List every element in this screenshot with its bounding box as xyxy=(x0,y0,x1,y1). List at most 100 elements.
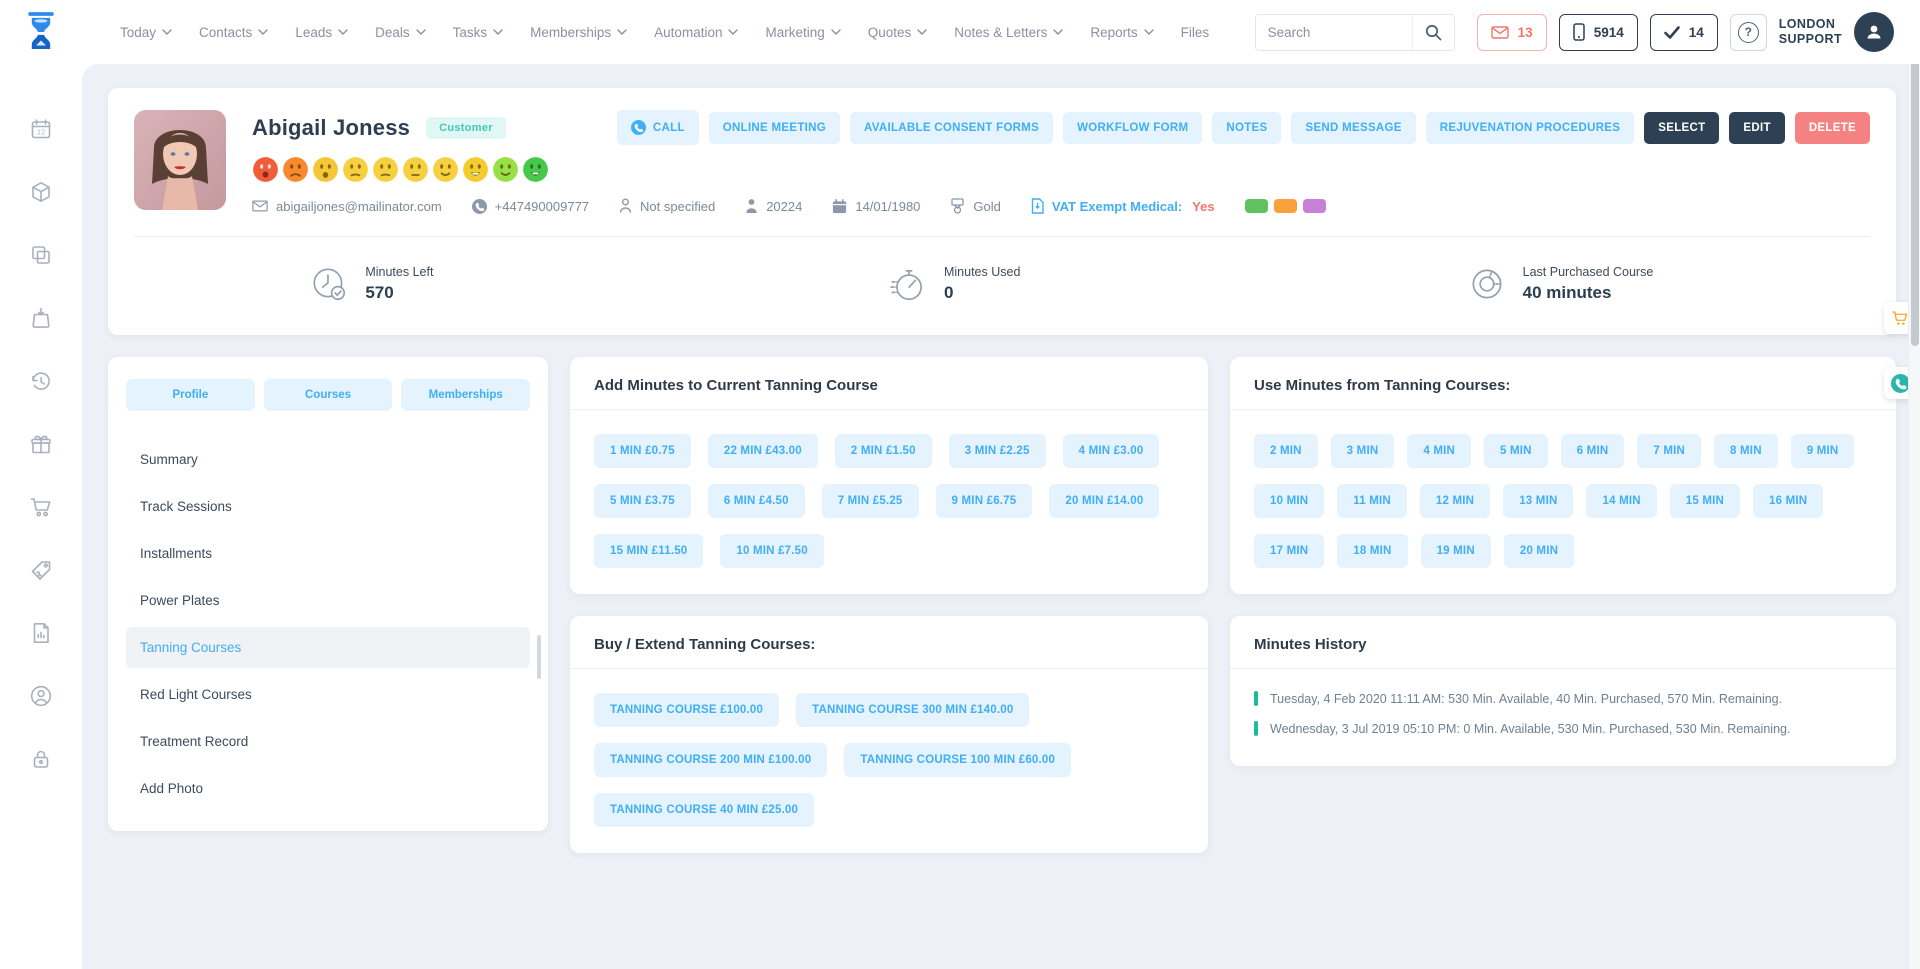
add-minutes-option[interactable]: 2 MIN £1.50 xyxy=(834,434,932,468)
rating-emoji-2[interactable] xyxy=(282,156,309,183)
add-minutes-option[interactable]: 5 MIN £3.75 xyxy=(594,484,691,518)
use-minutes-option[interactable]: 16 MIN xyxy=(1753,484,1824,518)
nav-leads[interactable]: Leads xyxy=(295,25,348,40)
nav-automation[interactable]: Automation xyxy=(654,25,739,40)
menu-item-summary[interactable]: Summary xyxy=(140,452,198,467)
menu-scrollbar-thumb[interactable] xyxy=(537,635,541,679)
notes-button[interactable]: NOTES xyxy=(1212,111,1282,144)
buy-course-option[interactable]: TANNING COURSE £100.00 xyxy=(594,693,780,727)
add-minutes-option[interactable]: 9 MIN £6.75 xyxy=(935,484,1033,518)
select-button[interactable]: SELECT xyxy=(1644,111,1720,144)
use-minutes-option[interactable]: 7 MIN xyxy=(1637,434,1702,468)
use-minutes-option[interactable]: 4 MIN xyxy=(1407,434,1472,468)
use-minutes-option[interactable]: 13 MIN xyxy=(1503,484,1574,518)
add-minutes-option[interactable]: 4 MIN £3.00 xyxy=(1062,434,1160,468)
cart-icon[interactable] xyxy=(28,494,54,520)
search-button[interactable] xyxy=(1411,14,1454,50)
edit-button[interactable]: EDIT xyxy=(1729,111,1785,144)
support-agent-icon[interactable] xyxy=(28,683,54,709)
use-minutes-option[interactable]: 10 MIN xyxy=(1254,484,1325,518)
messages-badge[interactable]: 13 xyxy=(1476,13,1547,51)
menu-item-power-plates[interactable]: Power Plates xyxy=(140,593,220,608)
nav-memberships[interactable]: Memberships xyxy=(530,25,627,40)
tab-courses[interactable]: Courses xyxy=(263,379,393,411)
rating-emoji-7[interactable] xyxy=(432,156,459,183)
user-avatar[interactable] xyxy=(1854,12,1894,52)
rating-emoji-10[interactable] xyxy=(522,156,549,183)
rating-emoji-4[interactable] xyxy=(342,156,369,183)
delete-button[interactable]: DELETE xyxy=(1794,111,1870,144)
use-minutes-option[interactable]: 14 MIN xyxy=(1586,484,1657,518)
use-minutes-option[interactable]: 12 MIN xyxy=(1419,484,1491,518)
nav-deals[interactable]: Deals xyxy=(375,25,426,40)
calendar-icon[interactable]: 12 xyxy=(28,116,54,142)
nav-contacts[interactable]: Contacts xyxy=(199,25,269,40)
add-minutes-option[interactable]: 15 MIN £11.50 xyxy=(594,534,704,568)
send-message-button[interactable]: SEND MESSAGE xyxy=(1291,111,1416,144)
rating-emoji-6[interactable] xyxy=(402,156,429,183)
workflow-form-button[interactable]: WORKFLOW FORM xyxy=(1063,111,1203,144)
price-tag-icon[interactable] xyxy=(28,557,54,583)
available-consent-forms-button[interactable]: AVAILABLE CONSENT FORMS xyxy=(850,111,1054,144)
tab-memberships[interactable]: Memberships xyxy=(401,379,531,411)
menu-item-installments[interactable]: Installments xyxy=(140,546,213,561)
lock-icon[interactable] xyxy=(28,746,54,772)
use-minutes-option[interactable]: 17 MIN xyxy=(1254,534,1325,568)
rating-emoji-9[interactable] xyxy=(492,156,519,183)
menu-item-tanning-courses[interactable]: Tanning Courses xyxy=(126,627,530,668)
tab-profile[interactable]: Profile xyxy=(126,379,255,411)
shopping-bag-icon[interactable] xyxy=(28,305,54,331)
add-minutes-option[interactable]: 20 MIN £14.00 xyxy=(1049,484,1160,518)
use-minutes-option[interactable]: 5 MIN xyxy=(1484,434,1548,468)
nav-quotes[interactable]: Quotes xyxy=(868,25,928,40)
calls-badge[interactable]: 5914 xyxy=(1558,13,1638,51)
add-minutes-option[interactable]: 7 MIN £5.25 xyxy=(821,484,919,518)
report-document-icon[interactable] xyxy=(28,620,54,646)
nav-files[interactable]: Files xyxy=(1180,24,1210,40)
rating-emoji-8[interactable] xyxy=(462,156,489,183)
add-minutes-option[interactable]: 10 MIN £7.50 xyxy=(720,534,824,568)
app-logo[interactable] xyxy=(22,9,60,55)
history-icon[interactable] xyxy=(28,368,54,394)
help-button[interactable]: ? xyxy=(1729,13,1767,51)
use-minutes-option[interactable]: 3 MIN xyxy=(1330,434,1395,468)
nav-reports[interactable]: Reports xyxy=(1090,25,1154,40)
use-minutes-option[interactable]: 8 MIN xyxy=(1714,434,1778,468)
tasks-badge[interactable]: 14 xyxy=(1649,13,1718,51)
add-minutes-option[interactable]: 6 MIN £4.50 xyxy=(707,484,805,518)
rating-emoji-1[interactable] xyxy=(252,156,279,183)
nav-notes-letters[interactable]: Notes & Letters xyxy=(954,25,1064,40)
call-button[interactable]: CALL xyxy=(616,110,699,145)
nav-today[interactable]: Today xyxy=(120,25,172,40)
buy-course-option[interactable]: TANNING COURSE 40 MIN £25.00 xyxy=(594,793,815,827)
search-input[interactable] xyxy=(1255,14,1412,50)
buy-course-option[interactable]: TANNING COURSE 200 MIN £100.00 xyxy=(594,743,828,777)
menu-item-track-sessions[interactable]: Track Sessions xyxy=(140,499,232,514)
package-icon[interactable] xyxy=(28,179,54,205)
rating-emoji-3[interactable] xyxy=(312,156,339,183)
online-meeting-button[interactable]: ONLINE MEETING xyxy=(708,111,840,144)
add-minutes-option[interactable]: 1 MIN £0.75 xyxy=(594,434,691,468)
use-minutes-option[interactable]: 9 MIN xyxy=(1790,434,1855,468)
page-scrollbar-thumb[interactable] xyxy=(1911,16,1919,346)
use-minutes-option[interactable]: 20 MIN xyxy=(1503,534,1575,568)
use-minutes-option[interactable]: 11 MIN xyxy=(1337,484,1407,518)
copy-icon[interactable] xyxy=(28,242,54,268)
use-minutes-option[interactable]: 6 MIN xyxy=(1560,434,1625,468)
menu-item-red-light-courses[interactable]: Red Light Courses xyxy=(140,687,252,702)
rating-emoji-5[interactable] xyxy=(372,156,399,183)
use-minutes-option[interactable]: 15 MIN xyxy=(1669,484,1741,518)
gift-icon[interactable] xyxy=(28,431,54,457)
menu-item-add-photo[interactable]: Add Photo xyxy=(140,781,204,796)
use-minutes-option[interactable]: 2 MIN xyxy=(1254,434,1318,468)
rejuvenation-procedures-button[interactable]: REJUVENATION PROCEDURES xyxy=(1425,111,1635,144)
add-minutes-option[interactable]: 22 MIN £43.00 xyxy=(707,434,818,468)
add-minutes-option[interactable]: 3 MIN £2.25 xyxy=(948,434,1046,468)
nav-tasks[interactable]: Tasks xyxy=(453,25,504,40)
use-minutes-option[interactable]: 19 MIN xyxy=(1420,534,1491,568)
nav-marketing[interactable]: Marketing xyxy=(765,25,841,40)
use-minutes-option[interactable]: 18 MIN xyxy=(1337,534,1408,568)
buy-course-option[interactable]: TANNING COURSE 100 MIN £60.00 xyxy=(844,743,1072,777)
menu-item-treatment-record[interactable]: Treatment Record xyxy=(140,734,249,749)
buy-course-option[interactable]: TANNING COURSE 300 MIN £140.00 xyxy=(796,693,1030,727)
